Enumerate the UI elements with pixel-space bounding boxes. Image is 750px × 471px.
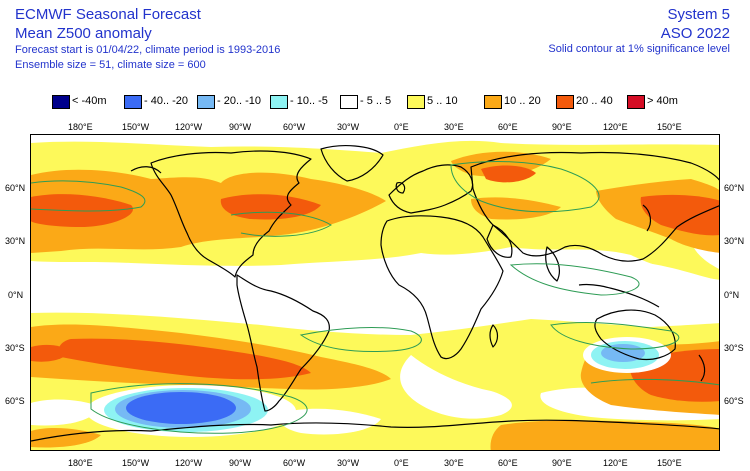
lat-label-right: 30°N [724, 236, 745, 246]
madagascar-outline [489, 324, 499, 348]
chart-subtitle: Mean Z500 anomaly [15, 25, 152, 42]
lat-label-left: 60°N [5, 183, 26, 193]
lat-label-left: 0°N [8, 290, 24, 300]
lon-label-bottom: 90°W [229, 458, 252, 468]
legend-label: - 10.. -5 [290, 95, 328, 107]
legend-swatch [484, 95, 502, 109]
legend-swatch [556, 95, 574, 109]
contour-note: Solid contour at 1% significance level [548, 43, 730, 55]
lon-label-bottom: 150°W [122, 458, 150, 468]
lon-label-bottom: 180°E [68, 458, 93, 468]
antarctica-outline [31, 419, 719, 442]
lon-label-top: 90°W [229, 122, 252, 132]
lon-label-top: 30°W [337, 122, 360, 132]
lat-label-right: 30°S [724, 343, 744, 353]
coastlines [31, 145, 719, 442]
ensemble-info: Ensemble size = 51, climate size = 600 [15, 59, 206, 71]
lat-label-right: 60°S [724, 396, 744, 406]
anomaly-map [30, 134, 720, 451]
legend-swatch [52, 95, 70, 109]
significance-contours [31, 161, 719, 434]
lon-label-top: 30°E [444, 122, 464, 132]
legend-label: 5 .. 10 [427, 95, 458, 107]
chart-title: ECMWF Seasonal Forecast [15, 6, 201, 23]
alaska-outline [130, 166, 162, 174]
legend-swatch [270, 95, 288, 109]
new-zealand-outline [698, 354, 706, 382]
british-isles-outline [395, 182, 406, 194]
lon-label-top: 180°E [68, 122, 93, 132]
lon-label-top: 120°W [175, 122, 203, 132]
legend-swatch [340, 95, 358, 109]
lat-label-left: 30°N [5, 236, 26, 246]
lon-label-top: 60°E [498, 122, 518, 132]
tropical-white [31, 255, 719, 309]
lon-label-bottom: 0°E [394, 458, 409, 468]
lon-label-top: 120°E [603, 122, 628, 132]
legend-swatch [627, 95, 645, 109]
europe-outline [388, 164, 474, 214]
nh-strong-band [31, 165, 719, 236]
lon-label-top: 150°W [122, 122, 150, 132]
greenland-outline [320, 145, 384, 182]
lon-label-bottom: 120°W [175, 458, 203, 468]
india-outline [545, 246, 560, 282]
legend-swatch [124, 95, 142, 109]
lon-label-top: 90°E [552, 122, 572, 132]
legend-swatch [197, 95, 215, 109]
lon-label-bottom: 120°E [603, 458, 628, 468]
lon-label-bottom: 30°E [444, 458, 464, 468]
lon-label-bottom: 60°E [498, 458, 518, 468]
legend-label: 20 .. 40 [576, 95, 613, 107]
africa-outline [380, 215, 504, 360]
asia-outline [470, 151, 719, 262]
lon-label-bottom: 30°W [337, 458, 360, 468]
anomaly-map-svg [31, 135, 719, 450]
nh-yellow-band [31, 140, 719, 280]
legend-label: < -40m [72, 95, 107, 107]
lon-label-bottom: 60°W [283, 458, 306, 468]
legend-label: 10 .. 20 [504, 95, 541, 107]
south-america-outline [236, 274, 330, 412]
legend-label: - 20.. -10 [217, 95, 262, 107]
system-label: System 5 [667, 6, 730, 23]
lon-label-top: 0°E [394, 122, 409, 132]
lon-label-top: 60°W [283, 122, 306, 132]
lat-label-left: 60°S [5, 396, 25, 406]
legend-label: - 5 .. 5 [360, 95, 392, 107]
legend-label: > 40m [647, 95, 678, 107]
lon-label-top: 150°E [657, 122, 682, 132]
lat-label-right: 0°N [724, 290, 740, 300]
forecast-info: Forecast start is 01/04/22, climate peri… [15, 44, 281, 56]
indonesia-outline [578, 283, 660, 308]
australia-outline [594, 309, 676, 361]
lon-label-bottom: 90°E [552, 458, 572, 468]
lon-label-bottom: 150°E [657, 458, 682, 468]
lat-label-right: 60°N [724, 183, 745, 193]
legend-swatch [407, 95, 425, 109]
japan-outline [642, 204, 652, 232]
lat-label-left: 30°S [5, 343, 25, 353]
arabia-outline [486, 224, 513, 258]
legend-label: - 40.. -20 [144, 95, 189, 107]
period-label: ASO 2022 [660, 25, 730, 42]
